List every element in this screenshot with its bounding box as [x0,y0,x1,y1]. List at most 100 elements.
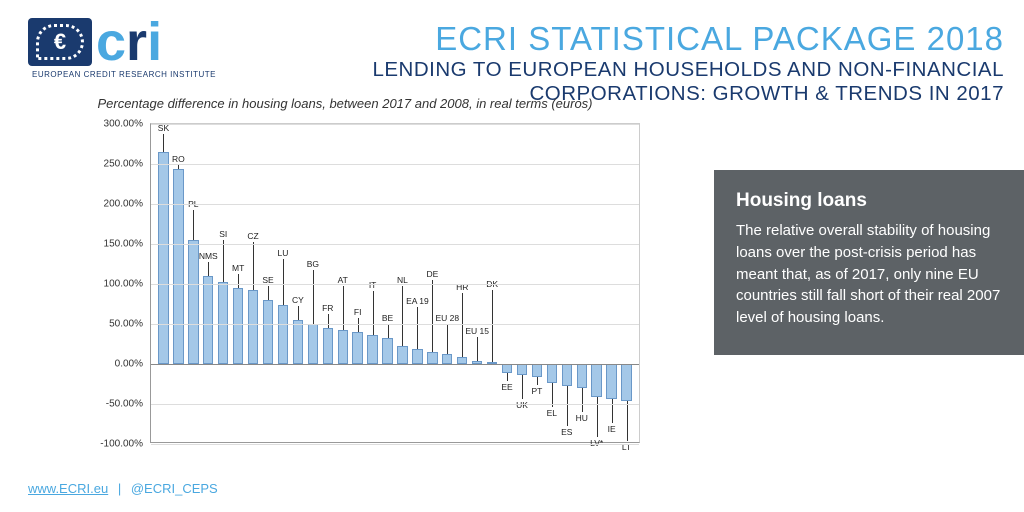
logo-wordmark: c r i [96,18,162,67]
bar-slot: LT [620,124,633,442]
bar [442,354,452,364]
bar [233,288,243,364]
bar [517,364,527,375]
bar [203,276,213,364]
bar-label: BG [307,259,319,269]
bar-leader-line [388,324,389,338]
bar-leader-line [507,373,508,381]
footer-handle[interactable]: @ECRI_CEPS [131,481,218,496]
gridline [151,404,639,405]
bar [263,300,273,364]
bar [293,320,303,364]
bar-slot: EL [545,124,558,442]
bar-label: NMS [199,251,218,261]
bar [367,335,377,364]
bar-leader-line [193,210,194,240]
bar-slot: EU 28 [441,124,454,442]
bar [323,328,333,364]
bar [412,349,422,363]
bar-leader-line [567,386,568,426]
bar-slot: SK [157,124,170,442]
bar [158,152,168,364]
logo-letter: r [126,18,147,67]
bar-slot: CY [291,124,304,442]
bar-leader-line [313,270,314,324]
bar-slot: IT [366,124,379,442]
y-tick-label: 100.00% [104,278,143,289]
bar-leader-line [163,134,164,152]
bar [173,169,183,364]
bar-slot: SI [217,124,230,442]
chart-caption: Percentage difference in housing loans, … [30,96,660,113]
bar-label: PT [531,386,542,396]
y-tick-label: -50.00% [106,398,143,409]
bar-leader-line [537,377,538,385]
bar-leader-line [447,324,448,354]
bar-leader-line [268,286,269,300]
bar-slot: EU 15 [471,124,484,442]
y-tick-label: 50.00% [109,318,143,329]
bar-label: CZ [247,231,258,241]
bar-leader-line [627,401,628,441]
bar-leader-line [612,399,613,423]
bar-slot: DE [426,124,439,442]
bar-label: LU [278,248,289,258]
bar [427,352,437,364]
bar [308,324,318,364]
bar-slot: DK [486,124,499,442]
gridline [151,164,639,165]
bar-label: EE [501,382,512,392]
bar-leader-line [238,274,239,288]
bar-label: IE [608,424,616,434]
bar-slot: LV* [590,124,603,442]
bar-slot: NMS [202,124,215,442]
bar-leader-line [582,388,583,412]
gridline [151,284,639,285]
y-tick-label: 0.00% [115,358,143,369]
bar-label: UK [516,400,528,410]
chart-plot-area: -100.00%-50.00%0.00%50.00%100.00%150.00%… [150,123,640,443]
bar-leader-line [178,165,179,169]
gridline [151,204,639,205]
bar-leader-line [462,293,463,357]
gridline [151,324,639,325]
bar-slot: ES [560,124,573,442]
gridline [151,244,639,245]
bars-container: SKROPLNMSSIMTCZSELUCYBGFRATFIITBENLEA 19… [157,124,633,442]
logo-letter: i [147,18,162,67]
y-tick-label: -100.00% [100,438,143,449]
y-axis: -100.00%-50.00%0.00%50.00%100.00%150.00%… [85,124,147,442]
bar-label: HU [576,413,588,423]
y-tick-label: 250.00% [104,158,143,169]
bar-leader-line [373,291,374,335]
bar [248,290,258,364]
bar-leader-line [298,306,299,320]
bar-slot: LU [277,124,290,442]
bar-label: MT [232,263,244,273]
bar-leader-line [358,318,359,332]
bar-label: FR [322,303,333,313]
bar-label: FI [354,307,362,317]
bar [562,364,572,386]
y-tick-label: 200.00% [104,198,143,209]
bar-slot: HR [456,124,469,442]
info-panel-title: Housing loans [736,190,1002,212]
bar-leader-line [328,314,329,328]
bar-slot: PT [530,124,543,442]
page-root: c r i EUROPEAN CREDIT RESEARCH INSTITUTE… [0,0,1024,512]
bar-slot: AT [336,124,349,442]
bar-label: IT [369,280,377,290]
bar [502,364,512,374]
bar-label: ES [561,427,572,437]
footer-link[interactable]: www.ECRI.eu [28,481,108,496]
bar-leader-line [208,262,209,276]
bar-label: EL [547,408,557,418]
bar-label: SI [219,229,227,239]
bar [606,364,616,399]
bar-slot: BE [381,124,394,442]
bar-leader-line [223,240,224,282]
gridline [151,124,639,125]
bar-leader-line [283,259,284,305]
bar-label: RO [172,154,185,164]
bar [621,364,631,401]
